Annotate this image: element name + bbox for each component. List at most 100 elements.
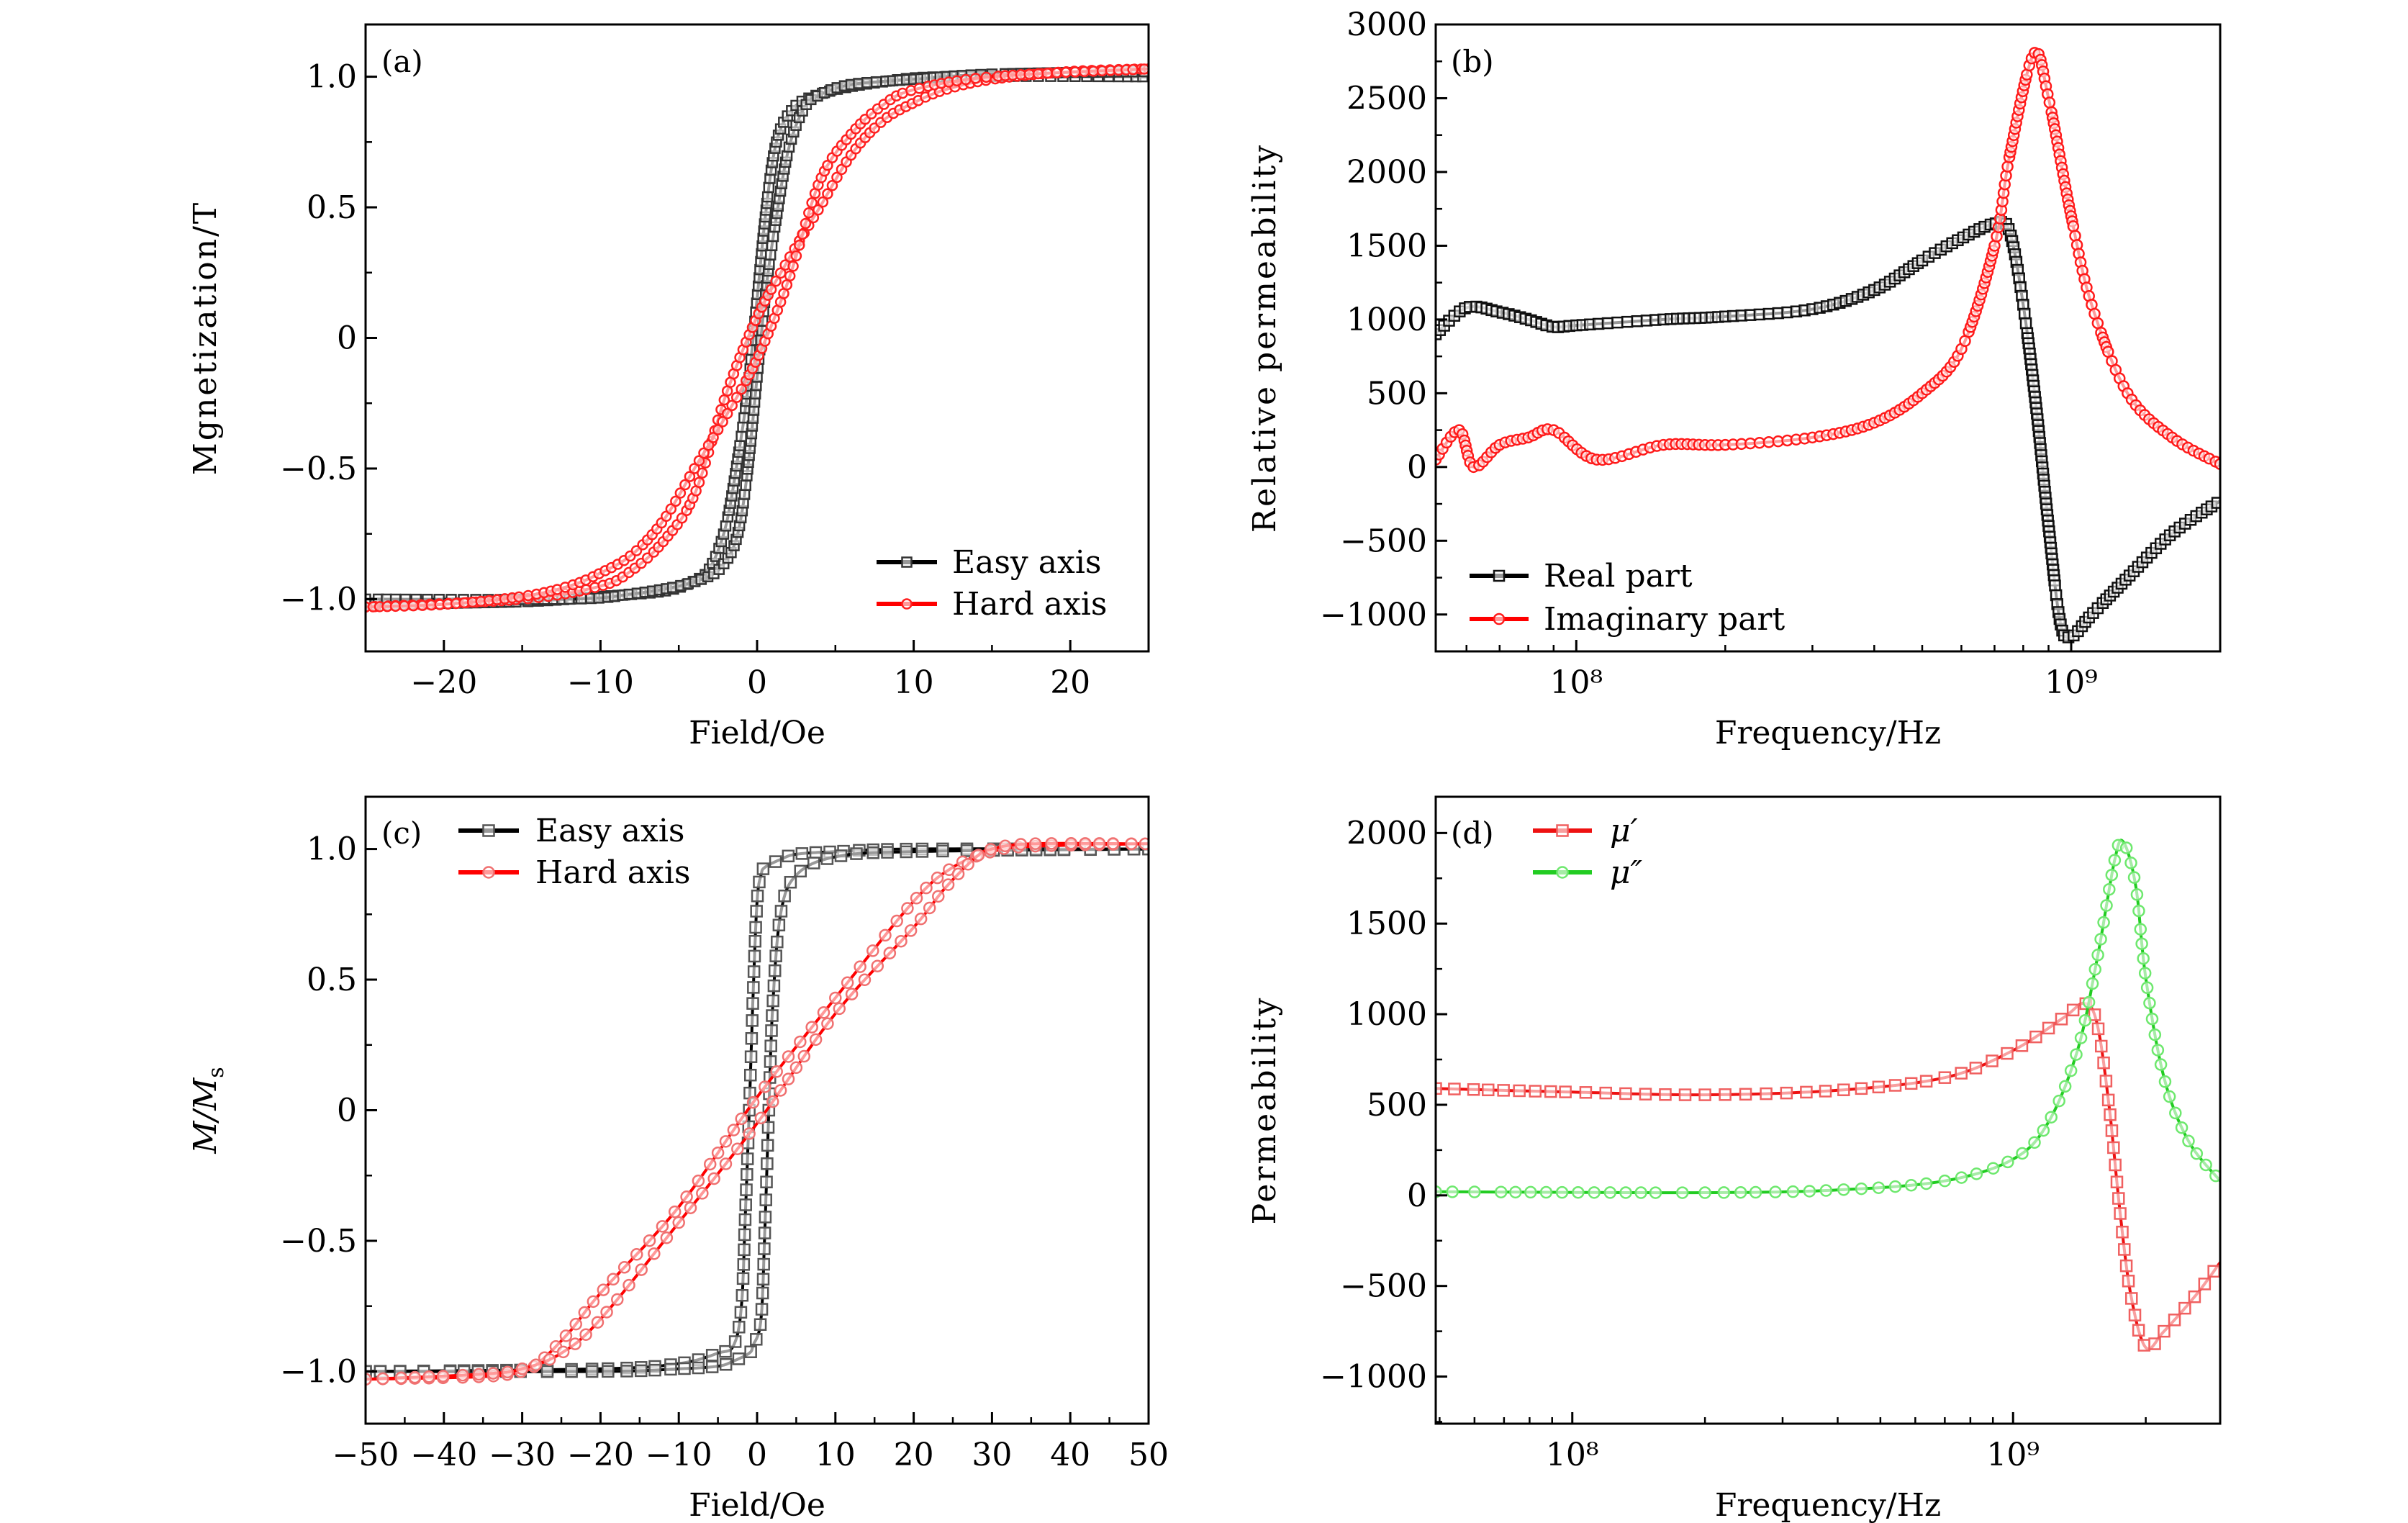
data-point: [2105, 868, 2119, 882]
data-point: [1436, 1082, 1442, 1095]
data-point: [705, 1349, 719, 1362]
data-point: [2088, 963, 2102, 976]
data-point: [730, 392, 743, 403]
data-point: [692, 1174, 705, 1188]
data-point: [2052, 1094, 2065, 1108]
data-point: [2037, 1124, 2050, 1137]
data-point: [717, 416, 728, 428]
legend-label: Hard axis: [535, 854, 691, 891]
data-point: [2151, 1044, 2165, 1057]
data-point: [719, 1135, 733, 1148]
panel-label: (a): [381, 44, 423, 79]
data-point: [766, 994, 779, 1008]
data-point: [1872, 1181, 1886, 1194]
data-point: [797, 1049, 811, 1063]
data-point: [593, 592, 605, 604]
data-point: [611, 1293, 624, 1306]
data-point: [1631, 315, 1644, 327]
data-point: [707, 1172, 720, 1185]
data-point: [2100, 899, 2113, 912]
data-point: [845, 988, 859, 1000]
x-tick-label: 10: [815, 1437, 856, 1473]
legend-marker: [1493, 613, 1506, 625]
data-point: [1497, 1084, 1510, 1097]
data-point: [1127, 63, 1139, 76]
data-point: [750, 905, 763, 918]
data-point: [1051, 67, 1062, 78]
data-point: [2132, 904, 2145, 918]
data-point: [1938, 1174, 1952, 1188]
legend: Easy axis Hard axis: [877, 544, 1108, 623]
data-point: [1986, 1054, 1999, 1067]
data-point: [2175, 1121, 2189, 1134]
data-point: [1786, 1185, 1800, 1198]
data-point: [2154, 1058, 2168, 1071]
x-tick-label: 20: [894, 1437, 934, 1473]
chart-panel-b: 10⁸ 10⁹ −1000 −500 0 500 1000 1500 2000 2500 3000 F…: [1246, 6, 2222, 751]
x-tick-label: 10⁸: [1546, 1437, 1599, 1473]
data-point: [740, 1183, 753, 1196]
data-point: [1819, 1184, 1833, 1197]
legend-marker: [1493, 569, 1506, 582]
data-point: [1064, 837, 1078, 850]
data-point: [2058, 1080, 2072, 1093]
data-point: [741, 1152, 754, 1165]
data-point: [765, 284, 777, 295]
data-point: [1619, 1087, 1632, 1101]
y-tick-label: 500: [1367, 1087, 1427, 1124]
data-point: [2122, 1275, 2135, 1288]
data-point: [738, 1228, 751, 1242]
data-point: [705, 1360, 719, 1373]
data-point: [778, 889, 791, 903]
data-point: [961, 858, 974, 871]
data-point: [914, 912, 928, 926]
chart-panel-c: −50 −40 −30 −20 −10 0 10 20 30 40 50 −1.0 −0.5 0 0.5 1.…: [187, 795, 1169, 1523]
series-real-part: [1436, 216, 2220, 643]
data-point: [738, 1243, 751, 1257]
data-point: [2130, 888, 2144, 901]
data-point: [543, 1353, 556, 1366]
data-point: [2105, 1124, 2119, 1137]
x-tick-label: −30: [489, 1437, 556, 1473]
data-point: [2124, 857, 2137, 869]
plot-area: [366, 837, 1149, 1386]
y-tick-label: −500: [1340, 523, 1427, 559]
data-point: [672, 1216, 685, 1229]
data-point: [486, 1367, 500, 1380]
data-point: [744, 1068, 757, 1082]
data-point: [1904, 1077, 1918, 1090]
data-point: [399, 600, 410, 612]
data-point: [826, 180, 838, 191]
data-point: [2178, 1301, 2191, 1315]
data-point: [771, 935, 784, 949]
y-tick-label: 0.5: [307, 962, 357, 998]
data-point: [2112, 1192, 2125, 1205]
data-point: [1509, 1185, 1522, 1199]
data-point: [529, 1358, 543, 1372]
legend-label: μ′: [1610, 813, 1638, 849]
data-point: [1125, 837, 1138, 850]
data-point: [1069, 66, 1081, 78]
data-point: [747, 965, 761, 978]
data-point: [751, 889, 764, 903]
data-point: [768, 964, 782, 977]
data-point: [782, 1050, 795, 1063]
data-point: [711, 1146, 725, 1160]
data-point: [664, 1362, 677, 1376]
data-point: [2209, 1169, 2220, 1183]
data-point: [2029, 1030, 2042, 1044]
data-point: [795, 847, 809, 860]
legend: Real part Imaginary part: [1470, 558, 1785, 638]
data-point: [910, 892, 923, 905]
data-point: [436, 1370, 450, 1383]
data-point: [759, 1080, 771, 1093]
data-point: [585, 1365, 599, 1378]
y-tick-label: 0: [337, 320, 357, 357]
data-point: [1855, 1182, 1868, 1196]
data-point: [734, 440, 746, 451]
data-point: [784, 875, 797, 889]
data-point: [1969, 1062, 1983, 1075]
data-point: [764, 249, 777, 261]
x-axis-label: Field/Oe: [689, 1487, 825, 1523]
data-point: [635, 1263, 648, 1276]
